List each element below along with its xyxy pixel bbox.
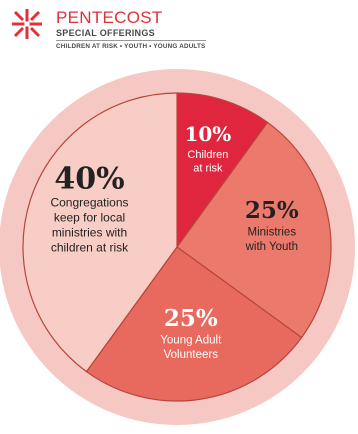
brand-tagline: CHILDREN AT RISK • YOUTH • YOUNG ADULTS (56, 43, 206, 50)
slice-label-congregations-line-2: keep for local (54, 211, 125, 225)
pct-label-ministries-with-youth: 25% (245, 197, 299, 224)
pct-label-children-at-risk: 10% (184, 122, 231, 146)
brand-block: PENTECOST SPECIAL OFFERINGS CHILDREN AT … (56, 9, 206, 51)
slice-congregations (22, 92, 178, 373)
slice-ministries-with-youth (176, 121, 332, 339)
brand-divider (56, 40, 206, 41)
slice-label-young-adult-volunteers-line-2: Volunteers (164, 349, 219, 361)
slice-label-ministries-with-youth-line-2: with Youth (245, 241, 298, 253)
slice-label-congregations-line-1: Congregations (50, 196, 128, 210)
pct-label-congregations: 40% (54, 162, 124, 197)
slice-label-ministries-with-youth-line-1: Ministries (248, 227, 297, 239)
brand-title: PENTECOST (56, 8, 163, 27)
pct-label-young-adult-volunteers: 25% (164, 305, 218, 332)
slice-young-adult-volunteers (85, 246, 303, 402)
slice-label-children-at-risk-line-2: at risk (193, 163, 223, 175)
slice-label-young-adult-volunteers-line-1: Young Adult (160, 334, 222, 346)
header: PENTECOST SPECIAL OFFERINGS CHILDREN AT … (8, 6, 348, 50)
pentecost-logo-icon (12, 9, 42, 39)
slice-label-congregations-line-3: ministries with (52, 226, 127, 240)
brand-subtitle: SPECIAL OFFERINGS (56, 28, 155, 38)
slice-children-at-risk (176, 92, 269, 249)
slice-label-children-at-risk-line-1: Children (187, 149, 228, 161)
slice-label-congregations-line-4: children at risk (51, 241, 129, 255)
